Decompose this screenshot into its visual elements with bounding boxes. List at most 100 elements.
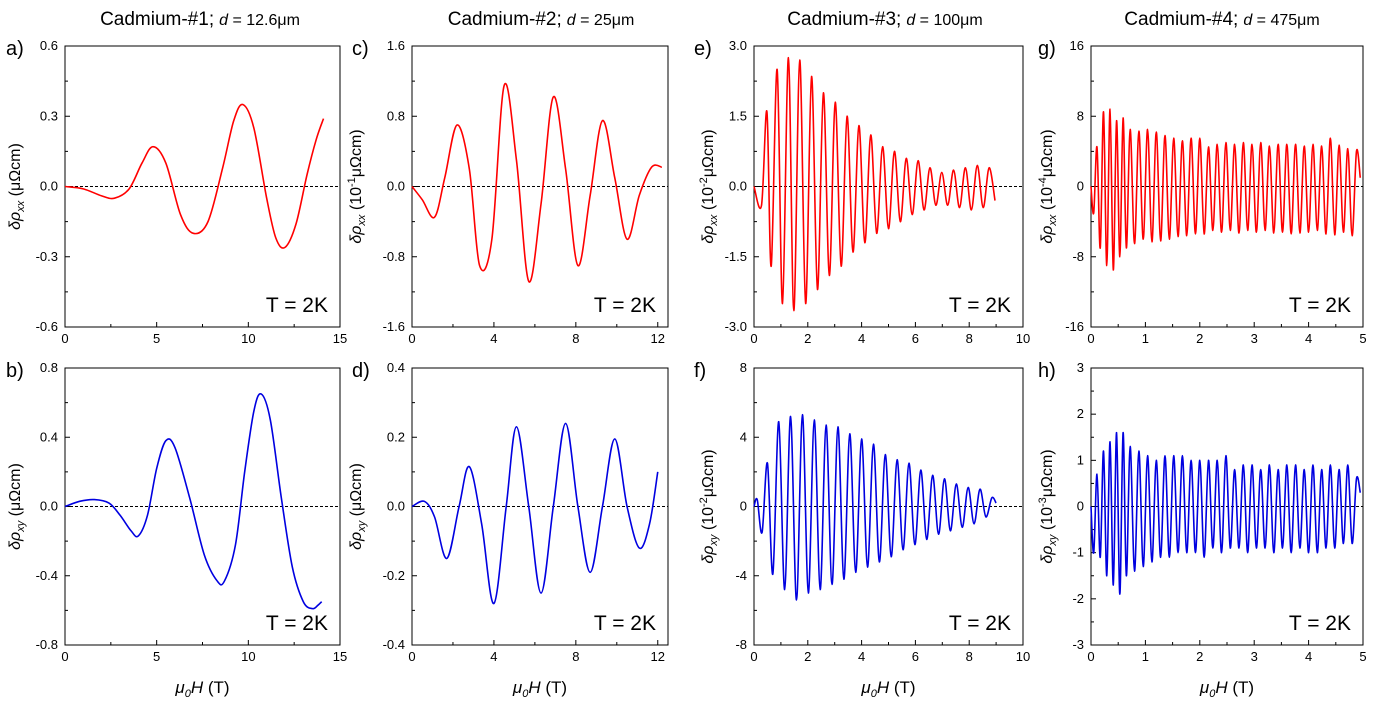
x-tick-label: 1 [1142, 649, 1149, 664]
x-tick-label: 8 [572, 649, 579, 664]
data-series-xy [1090, 431, 1362, 596]
x-tick-label: 10 [1016, 331, 1030, 346]
y-tick-label: -8 [1072, 249, 1084, 264]
x-tick-label: 2 [804, 331, 811, 346]
x-tick-label: 4 [1305, 649, 1312, 664]
y-tick-label: -3 [1072, 637, 1084, 652]
x-tick-label: 0 [61, 331, 68, 346]
y-tick-label: -1.6 [383, 319, 405, 334]
x-tick-label: 0 [61, 649, 68, 664]
y-tick-label: 3.0 [729, 38, 747, 53]
y-tick-label: -1 [1072, 545, 1084, 560]
y-tick-label: -0.2 [383, 568, 405, 583]
panel-label: d) [352, 360, 370, 382]
x-tick-label: 2 [804, 649, 811, 664]
x-tick-label: 0 [750, 649, 757, 664]
data-series-xy [411, 422, 659, 605]
temperature-annotation: T = 2K [949, 294, 1011, 317]
y-tick-label: -0.4 [383, 637, 405, 652]
x-tick-label: 2 [1196, 649, 1203, 664]
y-tick-label: 0 [740, 499, 747, 514]
y-axis-label: δρxx (10-2μΩcm) [698, 129, 720, 243]
x-tick-label: 15 [333, 649, 347, 664]
y-tick-label: -0.8 [383, 249, 405, 264]
data-series-xx [753, 56, 996, 312]
temperature-annotation: T = 2K [266, 612, 328, 635]
x-tick-label: 0 [1087, 331, 1094, 346]
panel-label: b) [6, 360, 24, 382]
x-tick-label: 10 [241, 649, 255, 664]
y-tick-label: -3.0 [725, 319, 747, 334]
y-axis-label: δρxy (μΩcm) [7, 463, 27, 550]
x-axis-label: μ0H (T) [1199, 678, 1254, 700]
x-tick-label: 12 [651, 331, 665, 346]
y-tick-label: 0.3 [40, 108, 58, 123]
temperature-annotation: T = 2K [1289, 294, 1351, 317]
x-tick-label: 3 [1251, 331, 1258, 346]
data-series-xx [1090, 108, 1362, 271]
y-tick-label: 0.2 [387, 429, 405, 444]
y-tick-label: -2 [1072, 591, 1084, 606]
x-tick-label: 2 [1196, 331, 1203, 346]
x-tick-label: 8 [966, 649, 973, 664]
x-tick-label: 4 [858, 331, 865, 346]
panel-f: 0 2 4 6 8 10 -8 -4 0 4 8 f) T = 2K δρxy (10-2μΩcm) [694, 360, 1030, 664]
y-tick-label: 0.8 [387, 108, 405, 123]
x-tick-label: 15 [333, 331, 347, 346]
y-tick-label: 3 [1077, 360, 1084, 375]
panel-g: 0 1 2 3 4 5 -16 -8 0 8 16 g) T = 2K δρxx (10-4μΩcm) [1037, 38, 1367, 346]
x-tick-label: 12 [651, 649, 665, 664]
y-axis-label: δρxx (μΩcm) [7, 143, 27, 230]
x-tick-label: 10 [1016, 649, 1030, 664]
x-tick-label: 1 [1142, 331, 1149, 346]
panel-b: 0 5 10 15 -0.8 -0.4 0.0 0.4 0.8 b) T = 2K δρxy (μΩc… [6, 360, 347, 664]
column-title: Cadmium-#1; d = 12.6μm [100, 9, 300, 30]
x-tick-label: 10 [241, 331, 255, 346]
y-tick-label: 0.0 [729, 179, 747, 194]
x-tick-label: 8 [572, 331, 579, 346]
temperature-annotation: T = 2K [266, 294, 328, 317]
y-tick-label: -1.5 [725, 249, 747, 264]
column-title: Cadmium-#3; d = 100μm [787, 9, 982, 30]
x-axis-label: μ0H (T) [174, 678, 229, 700]
x-tick-label: 5 [153, 331, 160, 346]
x-axis-label: μ0H (T) [860, 678, 915, 700]
y-tick-label: 0 [1077, 499, 1084, 514]
y-tick-label: 2 [1077, 406, 1084, 421]
x-tick-label: 4 [858, 649, 865, 664]
panel-c: 0 4 8 12 -1.6 -0.8 0.0 0.8 1.6 c) T = 2K δρxx (10-1… [346, 38, 669, 346]
panel-label: c) [352, 38, 369, 60]
x-tick-label: 0 [1087, 649, 1094, 664]
x-tick-label: 0 [408, 649, 415, 664]
y-tick-label: 16 [1070, 38, 1084, 53]
x-tick-label: 4 [490, 331, 497, 346]
temperature-annotation: T = 2K [594, 612, 656, 635]
column-title: Cadmium-#2; d = 25μm [448, 9, 635, 30]
y-tick-label: 8 [1077, 108, 1084, 123]
x-tick-label: 8 [966, 331, 973, 346]
y-tick-label: 0.8 [40, 360, 58, 375]
x-tick-label: 3 [1251, 649, 1258, 664]
y-tick-label: -16 [1065, 319, 1084, 334]
y-tick-label: 0.4 [40, 429, 58, 444]
column-title: Cadmium-#4; d = 475μm [1124, 9, 1319, 30]
y-axis-label: δρxy (μΩcm) [348, 463, 368, 550]
y-tick-label: 4 [740, 429, 747, 444]
y-tick-label: 0.0 [387, 499, 405, 514]
temperature-annotation: T = 2K [949, 612, 1011, 635]
panel-label: g) [1038, 38, 1056, 60]
y-tick-label: 0.0 [40, 179, 58, 194]
x-tick-label: 0 [408, 331, 415, 346]
temperature-annotation: T = 2K [594, 294, 656, 317]
data-series-xy [753, 413, 997, 601]
panel-d: 0 4 8 12 -0.4 -0.2 0.0 0.2 0.4 d) T = 2K δρxy (μΩcm… [348, 360, 669, 664]
y-tick-label: -0.8 [36, 637, 58, 652]
y-tick-label: -4 [735, 568, 747, 583]
y-tick-label: 1.5 [729, 108, 747, 123]
data-series-xy [64, 392, 323, 610]
x-tick-label: 6 [912, 331, 919, 346]
y-axis-label: δρxy (10-2μΩcm) [698, 449, 720, 563]
panel-h: 0 1 2 3 4 5 -3 -2 -1 0 1 2 3 h) T = 2K δρxy (10-3μΩcm) [1037, 360, 1367, 664]
x-tick-label: 6 [912, 649, 919, 664]
panel-label: e) [694, 38, 712, 60]
